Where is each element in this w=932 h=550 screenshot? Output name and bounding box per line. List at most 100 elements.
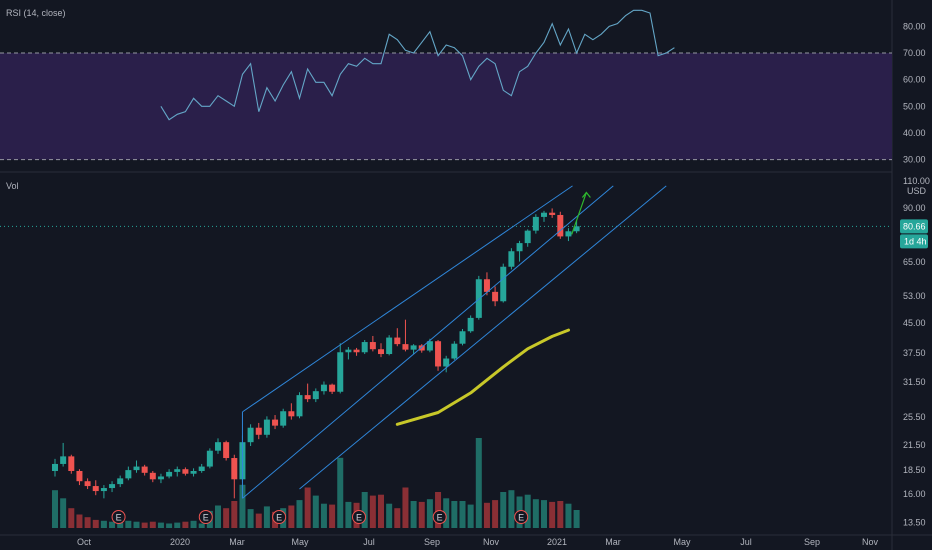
candle[interactable] — [198, 463, 205, 473]
candle[interactable] — [141, 464, 148, 476]
candle[interactable] — [524, 229, 531, 247]
rsi-line[interactable] — [160, 9, 675, 121]
candlestick-series[interactable] — [52, 208, 580, 499]
candle[interactable] — [418, 344, 425, 353]
earnings-marker[interactable]: E — [351, 510, 366, 524]
candle[interactable] — [190, 468, 197, 477]
candle[interactable] — [483, 272, 490, 296]
candle[interactable] — [231, 454, 238, 499]
candle[interactable] — [320, 381, 327, 395]
trend-channel-line[interactable] — [242, 185, 573, 413]
earnings-circle — [272, 510, 287, 524]
trend-channel-line[interactable] — [242, 185, 614, 499]
candle[interactable] — [125, 466, 132, 481]
candle[interactable] — [174, 466, 181, 477]
candle-body — [565, 231, 572, 237]
candle[interactable] — [76, 469, 83, 486]
earnings-marker[interactable]: E — [514, 510, 529, 524]
candle[interactable] — [60, 442, 67, 467]
candle[interactable] — [288, 403, 295, 420]
volume-bar — [500, 492, 507, 528]
candle[interactable] — [565, 228, 572, 242]
candle[interactable] — [492, 286, 499, 307]
candle[interactable] — [467, 315, 474, 333]
candle[interactable] — [255, 422, 262, 440]
time-axis[interactable]: Oct 2020 Mar May Jul Sep Nov 2021 Mar May Jul Sep No… — [0, 534, 932, 547]
candle[interactable] — [263, 416, 270, 438]
candle-body — [492, 291, 499, 302]
candle[interactable] — [573, 220, 580, 234]
candle[interactable] — [304, 383, 311, 403]
candle[interactable] — [109, 481, 116, 493]
candle[interactable] — [443, 355, 450, 373]
candle[interactable] — [451, 341, 458, 360]
candle[interactable] — [52, 458, 58, 477]
candle[interactable] — [369, 335, 376, 352]
candle[interactable] — [312, 388, 319, 403]
candle[interactable] — [337, 343, 344, 394]
candle[interactable] — [329, 383, 336, 394]
earnings-marker[interactable]: E — [111, 510, 126, 524]
earnings-marker[interactable]: E — [198, 510, 213, 524]
candle[interactable] — [500, 263, 507, 303]
candle-body — [223, 442, 230, 459]
earnings-circle — [432, 510, 447, 524]
candle[interactable] — [247, 424, 254, 446]
rsi-indicator-label[interactable]: RSI (14, close) — [6, 8, 66, 18]
candle[interactable] — [149, 471, 156, 483]
candle[interactable] — [215, 438, 221, 454]
candle[interactable] — [541, 210, 547, 222]
candle[interactable] — [166, 469, 173, 479]
candle[interactable] — [549, 208, 556, 218]
volume-bar — [231, 501, 238, 528]
volume-indicator-label[interactable]: Vol — [6, 181, 19, 191]
volume-bar — [394, 508, 401, 528]
candle-body — [394, 337, 401, 345]
earnings-label: E — [518, 513, 524, 523]
trend-channel-line[interactable] — [299, 185, 667, 490]
candle[interactable] — [402, 319, 409, 352]
candle[interactable] — [459, 328, 466, 346]
candle[interactable] — [435, 339, 442, 371]
candle[interactable] — [516, 240, 523, 262]
candle[interactable] — [117, 475, 124, 488]
candle[interactable] — [353, 347, 360, 356]
time-axis-label: Jul — [740, 537, 752, 547]
candle[interactable] — [157, 473, 164, 484]
candle-body — [426, 341, 433, 351]
candle-body — [524, 230, 531, 244]
candle-body — [109, 484, 116, 489]
earnings-marker[interactable]: E — [432, 510, 447, 524]
candle[interactable] — [532, 214, 539, 234]
candle[interactable] — [68, 454, 75, 474]
candle[interactable] — [100, 485, 107, 499]
candle[interactable] — [206, 448, 213, 469]
candle[interactable] — [84, 478, 91, 490]
candle[interactable] — [223, 440, 230, 461]
price-tick-label: 18.50 — [903, 465, 926, 475]
moving-average-curve[interactable] — [395, 328, 570, 426]
candle[interactable] — [508, 248, 515, 270]
candle[interactable] — [182, 467, 189, 476]
candle[interactable] — [557, 211, 564, 239]
candle-body — [312, 391, 319, 400]
candle-body — [573, 226, 580, 232]
candle[interactable] — [361, 339, 368, 355]
candle[interactable] — [378, 343, 384, 358]
drawing-tools[interactable] — [241, 185, 667, 499]
candle[interactable] — [296, 392, 303, 419]
candle[interactable] — [92, 480, 99, 496]
projection-arrow[interactable] — [571, 192, 587, 235]
candle[interactable] — [345, 347, 352, 360]
candle[interactable] — [410, 344, 417, 355]
candle[interactable] — [133, 460, 140, 473]
candle[interactable] — [394, 328, 401, 347]
rsi-panel[interactable] — [0, 9, 892, 161]
earnings-marker[interactable]: E — [272, 510, 287, 524]
candle[interactable] — [386, 335, 393, 356]
candle[interactable] — [272, 415, 279, 430]
candle[interactable] — [280, 408, 287, 428]
